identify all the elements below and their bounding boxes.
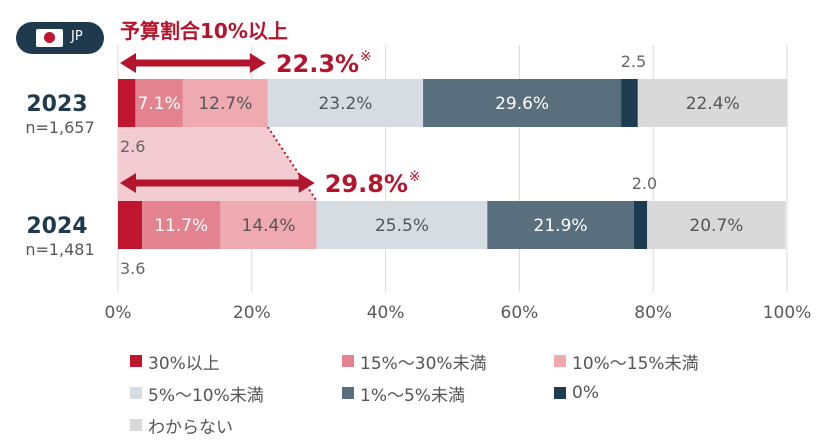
- legend-swatch: [130, 419, 142, 431]
- data-label: 23.2%: [318, 94, 372, 114]
- footnote-mark: ※: [360, 49, 372, 65]
- bar-segment: [647, 201, 786, 249]
- x-tick-label: 80%: [634, 303, 672, 323]
- data-label: 2.6: [120, 137, 145, 156]
- bar-segment: [621, 79, 638, 127]
- legend-label: 30%以上: [148, 353, 220, 374]
- x-tick-label: 60%: [501, 303, 539, 323]
- country-code: JP: [71, 29, 83, 44]
- legend-swatch: [130, 387, 142, 399]
- data-label: 7.1%: [138, 94, 181, 114]
- legend-swatch: [342, 355, 354, 367]
- japan-flag-icon: [36, 29, 63, 47]
- x-tick-label: 100%: [763, 303, 812, 323]
- x-tick-label: 0%: [105, 303, 132, 323]
- data-label: 2.5: [621, 52, 646, 71]
- legend-swatch: [342, 387, 354, 399]
- bar-segment: [220, 201, 317, 249]
- data-label: 2.0: [632, 174, 657, 193]
- category-label: 2023: [26, 92, 87, 117]
- legend-label: わからない: [148, 417, 233, 438]
- bar-segment: [633, 201, 648, 249]
- total-share-label: 29.8%: [325, 170, 408, 198]
- legend-label: 15%〜30%未満: [360, 353, 487, 374]
- range-arrow-head-left: [120, 173, 136, 193]
- bar-segment: [135, 79, 183, 127]
- legend-swatch: [130, 355, 142, 367]
- category-sample-size: n=1,657: [25, 118, 94, 137]
- x-tick-label: 40%: [367, 303, 405, 323]
- data-label: 22.4%: [686, 94, 740, 114]
- legend-item: 10%〜15%未満: [554, 348, 699, 374]
- legend-swatch: [554, 355, 566, 367]
- range-arrow-head-left: [120, 53, 136, 73]
- range-arrow-head-right: [298, 173, 315, 193]
- legend-item: 15%〜30%未満: [342, 348, 487, 374]
- legend-label: 1%〜5%未満: [360, 385, 465, 406]
- range-arrow-head-right: [249, 53, 266, 73]
- bar-segment: [118, 79, 136, 127]
- data-label: 20.7%: [689, 216, 743, 236]
- bar-segment: [142, 201, 221, 249]
- chart-legend: 30%以上 15%〜30%未満 10%〜15%未満 5%〜10%未満 1%〜5%未満 0%…: [130, 348, 810, 440]
- legend-swatch: [554, 387, 566, 399]
- bar-segment: [316, 201, 488, 249]
- bar-segment: [487, 201, 634, 249]
- x-tick-label: 20%: [233, 303, 271, 323]
- data-label: 12.7%: [198, 94, 252, 114]
- bar-segment: [118, 201, 143, 249]
- bar-segment: [267, 79, 424, 127]
- bar-segment: [423, 79, 622, 127]
- legend-item: 5%〜10%未満: [130, 380, 264, 406]
- country-badge: JP: [16, 22, 104, 54]
- share-connector: [118, 127, 317, 201]
- legend-item: 0%: [554, 380, 599, 406]
- bar-segment: [182, 79, 268, 127]
- data-label: 21.9%: [534, 216, 588, 236]
- category-label: 2024: [26, 214, 87, 239]
- legend-label: 10%〜15%未満: [572, 353, 699, 374]
- legend-label: 5%〜10%未満: [148, 385, 264, 406]
- data-label: 29.6%: [495, 94, 549, 114]
- legend-item: 30%以上: [130, 348, 220, 374]
- total-share-label: 22.3%: [276, 50, 359, 78]
- data-label: 25.5%: [375, 216, 429, 236]
- legend-item: わからない: [130, 412, 233, 438]
- data-label: 3.6: [120, 259, 145, 278]
- legend-label: 0%: [572, 383, 599, 403]
- footnote-mark: ※: [409, 169, 421, 185]
- category-sample-size: n=1,481: [25, 240, 94, 259]
- data-label: 11.7%: [154, 216, 208, 236]
- legend-item: 1%〜5%未満: [342, 380, 465, 406]
- data-label: 14.4%: [242, 216, 296, 236]
- bar-segment: [637, 79, 788, 127]
- annotation-title: 予算割合10%以上: [120, 19, 288, 43]
